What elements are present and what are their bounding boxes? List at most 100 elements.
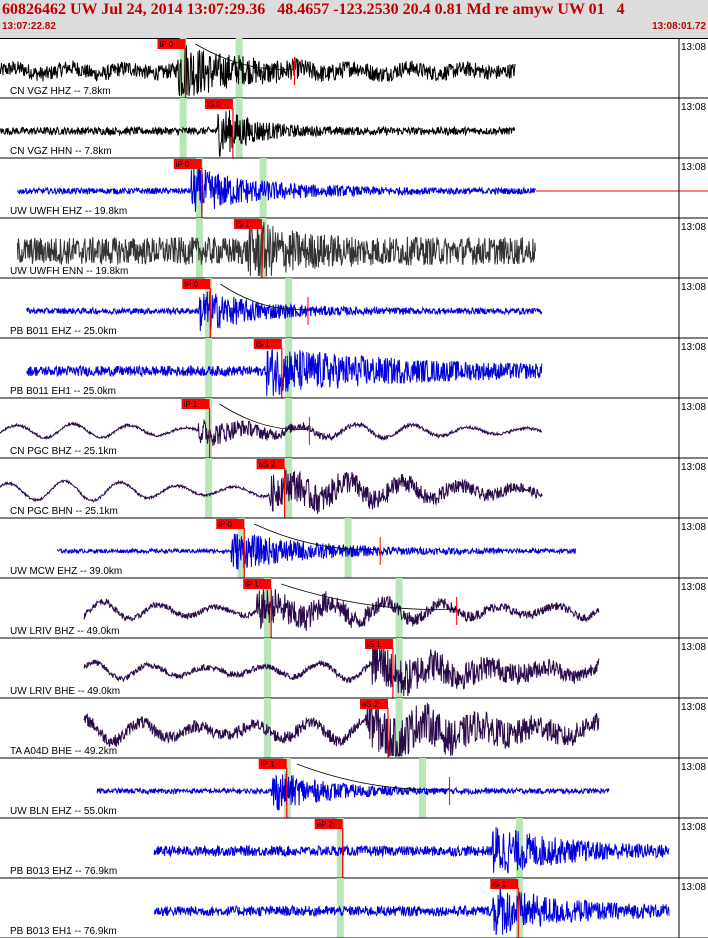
time-tick-label-2: 13:08 <box>681 162 706 173</box>
window-start-time: 13:07:22.82 <box>2 21 56 32</box>
pick-flag-4 <box>182 279 211 289</box>
time-tick-label-7: 13:08 <box>681 462 706 473</box>
station-label-14: PB B013 EH1 -- 76.9km <box>10 926 117 937</box>
time-tick-label-4: 13:08 <box>681 282 706 293</box>
moveout-curve-9 <box>281 583 457 610</box>
theoretical-arrival-bar-14-1 <box>515 878 523 938</box>
pick-flag-6 <box>181 399 210 409</box>
waveform-trace-12 <box>96 773 610 811</box>
waveform-trace-0 <box>0 45 516 97</box>
theoretical-arrival-bar-6-0 <box>205 398 213 458</box>
time-tick-label-5: 13:08 <box>681 342 706 353</box>
waveform-trace-14 <box>153 887 670 936</box>
theoretical-arrival-bar-10-1 <box>395 638 403 698</box>
pick-flag-12 <box>258 759 287 769</box>
time-tick-label-1: 13:08 <box>681 102 706 113</box>
theoretical-arrival-bar-3-1 <box>259 218 267 278</box>
pick-label-0: iP 0 <box>159 40 173 49</box>
time-tick-label-13: 13:08 <box>681 822 706 833</box>
moveout-curve-8 <box>254 523 381 550</box>
theoretical-arrival-bar-12-1 <box>418 758 426 818</box>
station-label-9: UW LRIV BHZ -- 49.0km <box>10 626 119 637</box>
pick-label-9: iP 1 <box>245 580 259 589</box>
pick-flag-10 <box>364 639 393 649</box>
station-label-6: CN PGC BHZ -- 25.1km <box>10 446 117 457</box>
time-tick-label-11: 13:08 <box>681 702 706 713</box>
station-label-3: UW UWFH ENN -- 19.8km <box>10 266 128 277</box>
waveform-trace-8 <box>56 533 577 570</box>
pick-flag-11 <box>359 699 388 709</box>
theoretical-arrival-bar-2-1 <box>259 158 267 218</box>
station-label-13: PB B013 EHZ -- 76.9km <box>10 866 117 877</box>
pick-flag-9 <box>243 579 272 589</box>
pick-flag-8 <box>216 519 245 529</box>
waveform-trace-3 <box>16 219 536 277</box>
time-tick-label-9: 13:08 <box>681 582 706 593</box>
pick-label-12: iP 1 <box>261 760 275 769</box>
station-label-2: UW UWFH EHZ -- 19.8km <box>10 206 127 217</box>
station-label-12: UW BLN EHZ -- 55.0km <box>10 806 117 817</box>
theoretical-arrival-bar-4-1 <box>285 278 293 338</box>
pick-flag-2 <box>173 159 202 169</box>
waveform-trace-10 <box>83 639 600 697</box>
pick-flag-3 <box>233 219 262 229</box>
station-label-10: UW LRIV BHE -- 49.0km <box>10 686 120 697</box>
pick-flag-14 <box>490 879 519 889</box>
station-label-5: PB B011 EH1 -- 25.0km <box>10 386 116 397</box>
pick-label-14: iS 1 <box>492 880 506 889</box>
pick-label-3: iS 1 <box>236 220 250 229</box>
theoretical-arrival-bar-13-1 <box>515 818 523 878</box>
time-tick-label-10: 13:08 <box>681 642 706 653</box>
station-label-11: TA A04D BHE -- 49.2km <box>10 746 117 757</box>
theoretical-arrival-bar-14-0 <box>336 878 344 938</box>
waveform-trace-1 <box>0 110 516 157</box>
moveout-curve-4 <box>220 283 309 310</box>
station-label-1: CN VGZ HHN -- 7.8km <box>10 146 112 157</box>
theoretical-arrival-bar-0-0 <box>179 38 187 98</box>
pick-flag-1 <box>204 99 233 109</box>
waveform-trace-6 <box>0 419 543 447</box>
pick-label-5: iS 1 <box>256 340 270 349</box>
waveform-trace-9 <box>83 588 600 631</box>
pick-flag-5 <box>253 339 282 349</box>
pick-label-7: eS 2 <box>259 460 276 469</box>
station-label-7: CN PGC BHN -- 25.1km <box>10 506 118 517</box>
pick-flag-13 <box>314 819 343 829</box>
moveout-curve-0 <box>195 43 295 70</box>
event-header: 60826462 UW Jul 24, 2014 13:07:29.36 48.… <box>0 0 708 39</box>
pick-label-1: iS 0 <box>207 100 221 109</box>
pick-label-11: eS 2 <box>362 700 379 709</box>
pick-label-10: iS 1 <box>367 640 381 649</box>
time-tick-label-0: 13:08 <box>681 42 706 53</box>
pick-label-13: eP 2 <box>317 820 334 829</box>
time-tick-label-14: 13:08 <box>681 882 706 893</box>
pick-label-2: iP 0 <box>176 160 190 169</box>
theoretical-arrival-bar-9-0 <box>263 578 271 638</box>
time-tick-label-3: 13:08 <box>681 222 706 233</box>
station-label-8: UW MCW EHZ -- 39.0km <box>10 566 122 577</box>
seismogram-panel[interactable]: iP 0 13:08 CN VGZ HHZ -- 7.8km iS 0 13:08 CN … <box>0 38 708 938</box>
moveout-curve-6 <box>219 403 310 430</box>
theoretical-arrival-bar-11-1 <box>395 698 403 758</box>
time-tick-label-6: 13:08 <box>681 402 706 413</box>
pick-flag-0 <box>157 39 186 49</box>
pick-label-6: iP 1 <box>184 400 198 409</box>
moveout-curve-12 <box>296 763 450 790</box>
station-label-0: CN VGZ HHZ -- 7.8km <box>10 86 111 97</box>
waveform-trace-2 <box>16 167 536 214</box>
time-tick-label-12: 13:08 <box>681 762 706 773</box>
pick-label-8: iP 0 <box>218 520 232 529</box>
pick-flag-7 <box>256 459 285 469</box>
time-tick-label-8: 13:08 <box>681 522 706 533</box>
waveform-trace-5 <box>26 348 543 397</box>
waveform-trace-13 <box>153 826 670 874</box>
waveform-trace-11 <box>83 699 600 757</box>
theoretical-arrival-bar-7-0 <box>205 458 213 518</box>
station-label-4: PB B011 EHZ -- 25.0km <box>10 326 117 337</box>
pick-label-4: iP 0 <box>184 280 198 289</box>
theoretical-arrival-bar-8-1 <box>344 518 352 578</box>
event-title: 60826462 UW Jul 24, 2014 13:07:29.36 48.… <box>2 1 625 18</box>
window-end-time: 13:08:01.72 <box>652 21 706 32</box>
waveform-trace-4 <box>26 291 543 332</box>
waveform-trace-7 <box>0 469 543 514</box>
